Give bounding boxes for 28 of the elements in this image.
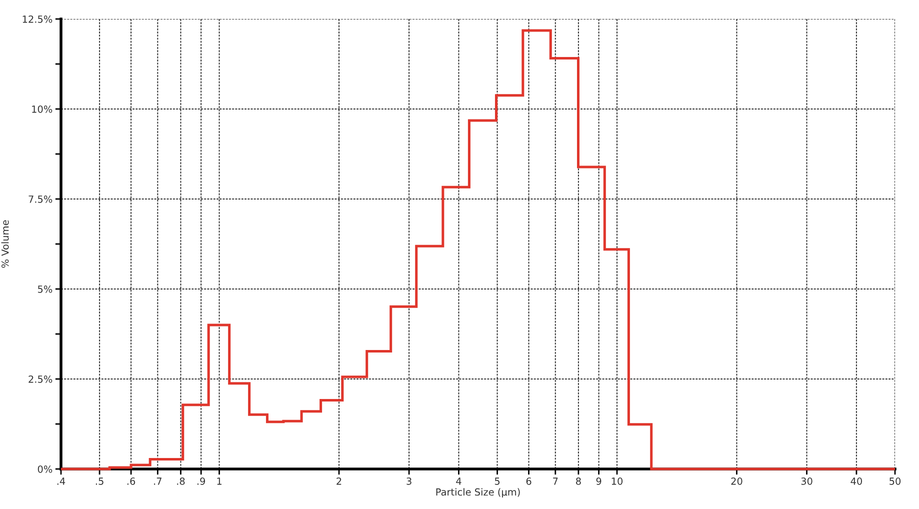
y-tick-label: 10% [32, 105, 52, 113]
x-tick-label: .4 [57, 478, 66, 485]
x-tick-label: 50 [890, 478, 901, 485]
x-tick-label: .8 [177, 478, 185, 485]
x-tick-label: 10 [612, 478, 623, 485]
x-tick-label: 2 [336, 478, 342, 485]
x-tick-label: .6 [127, 478, 136, 485]
y-tick-label: 7.5% [28, 195, 52, 203]
x-tick-label: 5 [494, 478, 500, 485]
x-tick-label: 4 [456, 478, 462, 485]
x-tick-label: 20 [731, 478, 742, 485]
x-axis-title: Particle Size (µm) [436, 488, 520, 498]
y-tick-label: 0% [38, 465, 52, 473]
x-tick-label: .9 [197, 478, 206, 485]
x-tick-label: .5 [96, 478, 104, 485]
x-tick-label: 6 [526, 478, 532, 485]
y-tick-label: 2.5% [28, 375, 52, 383]
x-tick-label: 40 [850, 478, 862, 485]
x-tick-label: 7 [553, 478, 558, 485]
y-axis-title: % Volume [1, 220, 9, 268]
x-tick-label: 8 [576, 478, 581, 485]
y-tick-label: 12.5% [22, 15, 52, 23]
x-tick-label: 30 [801, 478, 812, 485]
x-tick-label: .7 [154, 478, 162, 485]
y-tick-label: 5% [38, 285, 52, 293]
x-tick-label: 3 [406, 478, 412, 485]
x-tick-label: 9 [596, 478, 602, 485]
x-tick-label: 1 [217, 478, 222, 485]
